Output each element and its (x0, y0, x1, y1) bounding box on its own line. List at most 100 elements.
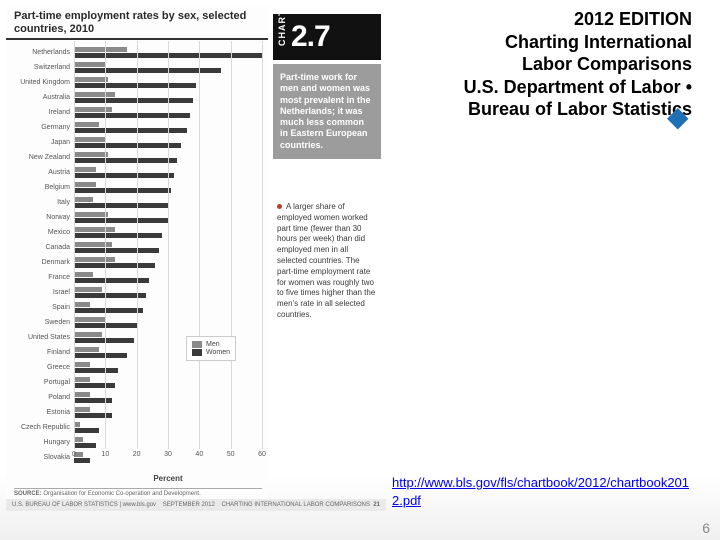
country-label: Switzerland (0, 64, 70, 71)
country-label: Denmark (0, 259, 70, 266)
bar-men (74, 287, 102, 292)
source-link[interactable]: http://www.bls.gov/fls/chartbook/2012/ch… (392, 475, 689, 508)
bar-women (74, 428, 99, 433)
source-label: SOURCE: (14, 491, 42, 497)
bar-men (74, 77, 108, 82)
legend-label-men: Men (206, 341, 220, 348)
country-label: France (0, 274, 70, 281)
header-line-3: Labor Comparisons (464, 53, 692, 76)
bar-women (74, 233, 162, 238)
bar-women (74, 338, 134, 343)
x-tick: 40 (189, 451, 209, 458)
source-text: Organisation for Economic Co-operation a… (43, 491, 200, 497)
bar-women (74, 278, 149, 283)
bar-men (74, 227, 115, 232)
bar-men (74, 257, 115, 262)
bar-women (74, 173, 174, 178)
bar-women (74, 383, 115, 388)
bar-men (74, 152, 108, 157)
bar-women (74, 188, 171, 193)
country-label: Germany (0, 124, 70, 131)
bar-men (74, 197, 93, 202)
chart-bullet: A larger share of employed women worked … (273, 196, 381, 321)
bar-women (74, 158, 177, 163)
country-label: Belgium (0, 184, 70, 191)
bar-women (74, 203, 168, 208)
badge-number: 2.7 (291, 20, 330, 54)
bar-women (74, 263, 155, 268)
country-label: New Zealand (0, 154, 70, 161)
bar-women (74, 143, 181, 148)
country-label: Slovakia (0, 454, 70, 461)
bar-men (74, 137, 105, 142)
header-line-5: Bureau of Labor Statistics (464, 98, 692, 121)
bar-men (74, 347, 99, 352)
country-label: Austria (0, 169, 70, 176)
bar-men (74, 392, 90, 397)
legend-swatch-women (192, 349, 202, 356)
chart-callout: Part-time work for men and women was mos… (273, 64, 381, 159)
x-tick: 0 (64, 451, 84, 458)
chart-left-column: Part-time employment rates by sex, selec… (6, 6, 268, 511)
country-label: Italy (0, 199, 70, 206)
footer-left: U.S. BUREAU OF LABOR STATISTICS | www.bl… (12, 502, 156, 508)
chart-panel: Part-time employment rates by sex, selec… (6, 6, 386, 511)
bar-men (74, 302, 90, 307)
country-label: Estonia (0, 409, 70, 416)
page-number: 6 (702, 520, 710, 536)
x-tick: 20 (127, 451, 147, 458)
header-line-2: Charting International (464, 31, 692, 54)
country-label: Japan (0, 139, 70, 146)
legend-item-men: Men (192, 341, 230, 348)
footer-right: SEPTEMBER 2012 CHARTING INTERNATIONAL LA… (163, 502, 380, 508)
x-tick: 50 (221, 451, 241, 458)
country-label: Canada (0, 244, 70, 251)
x-axis: 0102030405060 (74, 451, 262, 469)
header-line-4: U.S. Department of Labor • (464, 76, 692, 99)
chart-title: Part-time employment rates by sex, selec… (6, 6, 268, 40)
bar-men (74, 377, 90, 382)
country-label: United States (0, 334, 70, 341)
country-label: Portugal (0, 379, 70, 386)
country-label: Sweden (0, 319, 70, 326)
bar-men (74, 167, 96, 172)
chart-source: SOURCE: Organisation for Economic Co-ope… (14, 488, 262, 497)
country-label: Spain (0, 304, 70, 311)
bar-men (74, 122, 99, 127)
bar-women (74, 308, 143, 313)
country-label: Hungary (0, 439, 70, 446)
bar-men (74, 182, 96, 187)
bar-women (74, 98, 193, 103)
bar-women (74, 218, 168, 223)
x-tick: 10 (95, 451, 115, 458)
bar-men (74, 407, 90, 412)
country-label: Israel (0, 289, 70, 296)
country-label: Netherlands (0, 49, 70, 56)
chart-badge: CHART 2.7 (273, 14, 381, 60)
bar-women (74, 353, 127, 358)
x-axis-label: Percent (74, 474, 262, 483)
bar-women (74, 368, 118, 373)
bar-women (74, 248, 159, 253)
header-block: 2012 EDITION Charting International Labo… (464, 8, 692, 121)
country-label: Greece (0, 364, 70, 371)
country-label: Mexico (0, 229, 70, 236)
country-label: Ireland (0, 109, 70, 116)
source-link-block: http://www.bls.gov/fls/chartbook/2012/ch… (392, 474, 692, 510)
country-label: Poland (0, 394, 70, 401)
bar-women (74, 293, 146, 298)
country-label: Norway (0, 214, 70, 221)
country-label: Australia (0, 94, 70, 101)
chart-right-column: CHART 2.7 Part-time work for men and wom… (268, 6, 383, 511)
country-label: United Kingdom (0, 79, 70, 86)
bar-men (74, 212, 108, 217)
header-line-1: 2012 EDITION (464, 8, 692, 31)
bar-men (74, 437, 83, 442)
bar-men (74, 317, 105, 322)
accent-icon: ◆ (667, 100, 695, 138)
bar-men (74, 62, 105, 67)
bar-men (74, 362, 90, 367)
bar-women (74, 443, 96, 448)
bar-men (74, 92, 115, 97)
legend-item-women: Women (192, 349, 230, 356)
